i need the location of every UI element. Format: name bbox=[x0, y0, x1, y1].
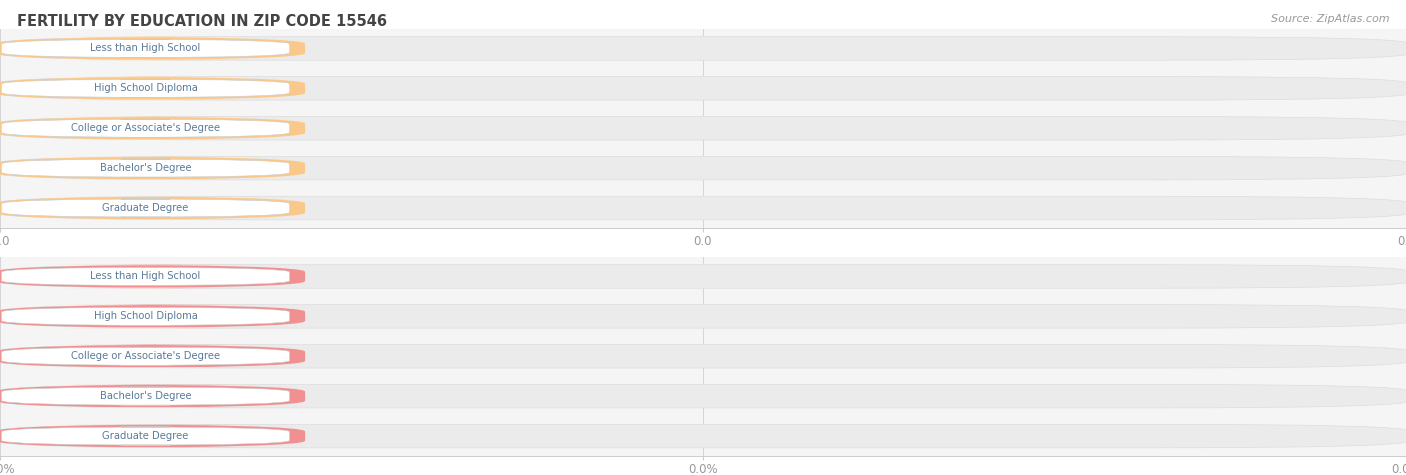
FancyBboxPatch shape bbox=[1, 347, 290, 365]
Text: College or Associate's Degree: College or Associate's Degree bbox=[70, 123, 221, 133]
Text: Bachelor's Degree: Bachelor's Degree bbox=[100, 391, 191, 401]
Text: 0.0%: 0.0% bbox=[263, 391, 290, 401]
Text: College or Associate's Degree: College or Associate's Degree bbox=[70, 351, 221, 361]
Text: High School Diploma: High School Diploma bbox=[94, 83, 197, 94]
FancyBboxPatch shape bbox=[1, 119, 290, 137]
FancyBboxPatch shape bbox=[0, 116, 1406, 140]
FancyBboxPatch shape bbox=[0, 76, 305, 100]
FancyBboxPatch shape bbox=[1, 307, 290, 325]
FancyBboxPatch shape bbox=[0, 196, 305, 220]
FancyBboxPatch shape bbox=[0, 37, 305, 60]
Text: Bachelor's Degree: Bachelor's Degree bbox=[100, 163, 191, 173]
Text: High School Diploma: High School Diploma bbox=[94, 311, 197, 322]
FancyBboxPatch shape bbox=[0, 344, 305, 368]
FancyBboxPatch shape bbox=[0, 116, 305, 140]
Text: 0.0: 0.0 bbox=[273, 43, 290, 54]
Text: Less than High School: Less than High School bbox=[90, 271, 201, 282]
FancyBboxPatch shape bbox=[1, 387, 290, 405]
FancyBboxPatch shape bbox=[1, 79, 290, 97]
FancyBboxPatch shape bbox=[1, 159, 290, 177]
Text: 0.0%: 0.0% bbox=[263, 351, 290, 361]
FancyBboxPatch shape bbox=[0, 156, 1406, 180]
Text: 0.0: 0.0 bbox=[273, 123, 290, 133]
Text: FERTILITY BY EDUCATION IN ZIP CODE 15546: FERTILITY BY EDUCATION IN ZIP CODE 15546 bbox=[17, 14, 387, 29]
Text: Less than High School: Less than High School bbox=[90, 43, 201, 54]
FancyBboxPatch shape bbox=[1, 39, 290, 57]
FancyBboxPatch shape bbox=[0, 304, 1406, 328]
FancyBboxPatch shape bbox=[0, 384, 305, 408]
Text: 0.0%: 0.0% bbox=[263, 311, 290, 322]
Text: 0.0: 0.0 bbox=[273, 83, 290, 94]
FancyBboxPatch shape bbox=[1, 199, 290, 217]
FancyBboxPatch shape bbox=[0, 265, 1406, 288]
Text: 0.0: 0.0 bbox=[273, 163, 290, 173]
FancyBboxPatch shape bbox=[0, 424, 1406, 448]
Text: 0.0: 0.0 bbox=[273, 203, 290, 213]
FancyBboxPatch shape bbox=[0, 156, 305, 180]
FancyBboxPatch shape bbox=[1, 427, 290, 445]
FancyBboxPatch shape bbox=[0, 76, 1406, 100]
Text: Source: ZipAtlas.com: Source: ZipAtlas.com bbox=[1271, 14, 1389, 24]
FancyBboxPatch shape bbox=[0, 344, 1406, 368]
Text: 0.0%: 0.0% bbox=[263, 271, 290, 282]
FancyBboxPatch shape bbox=[0, 265, 305, 288]
FancyBboxPatch shape bbox=[0, 384, 1406, 408]
FancyBboxPatch shape bbox=[1, 267, 290, 285]
FancyBboxPatch shape bbox=[0, 37, 1406, 60]
FancyBboxPatch shape bbox=[0, 304, 305, 328]
Text: Graduate Degree: Graduate Degree bbox=[103, 431, 188, 441]
FancyBboxPatch shape bbox=[0, 424, 305, 448]
FancyBboxPatch shape bbox=[0, 196, 1406, 220]
Text: Graduate Degree: Graduate Degree bbox=[103, 203, 188, 213]
Text: 0.0%: 0.0% bbox=[263, 431, 290, 441]
